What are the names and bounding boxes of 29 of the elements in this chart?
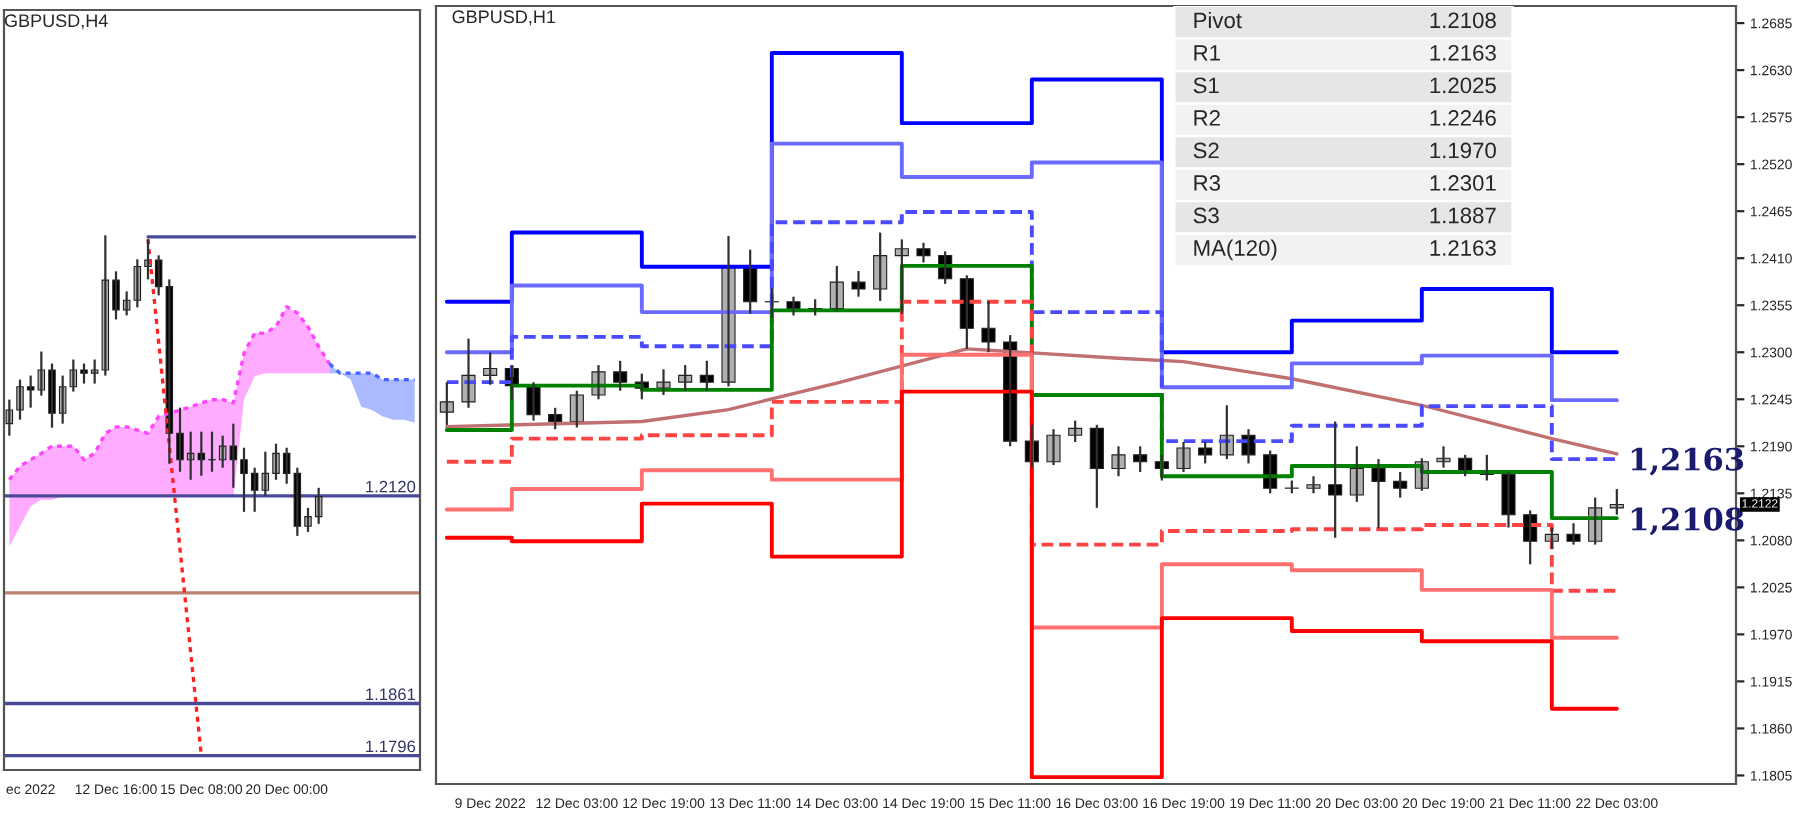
annotation: 1.2025 <box>1430 77 1496 94</box>
chart-title: GBPUSD,H4 <box>4 14 108 30</box>
annotation: 1.1970 <box>1430 142 1496 159</box>
annotation: 1.2163 <box>1430 45 1496 61</box>
candlestick <box>1328 420 1343 539</box>
ref-line-label: 1.1796 <box>366 740 416 753</box>
annotation: 1.2163 <box>1430 240 1496 256</box>
annotation: 1.2301 <box>1430 175 1496 191</box>
annotation: 1.1887 <box>1430 207 1496 224</box>
candlestick <box>439 381 454 427</box>
annotation: MA(120) <box>1194 239 1277 261</box>
annotation: R2 <box>1194 110 1220 126</box>
annotation: R3 <box>1194 175 1221 191</box>
ref-line-label: 1.1861 <box>366 688 416 701</box>
candlestick <box>1609 487 1624 516</box>
annotation: R1 <box>1194 45 1220 61</box>
candlestick <box>613 359 628 392</box>
annotation: S1 <box>1193 77 1219 94</box>
annotation: S2 <box>1193 142 1219 159</box>
ref-line-label: 1.2120 <box>366 480 416 493</box>
candlestick <box>1284 479 1299 495</box>
annotation: Pivot <box>1194 11 1242 29</box>
annotation: 1.2246 <box>1430 110 1496 126</box>
candlestick <box>1306 475 1321 495</box>
candlestick <box>851 269 866 298</box>
annotation: S3 <box>1193 207 1219 224</box>
annotation: 1.2108 <box>1430 12 1496 29</box>
line-series <box>445 347 1619 456</box>
chart-title: GBPUSD,H1 <box>452 10 556 26</box>
